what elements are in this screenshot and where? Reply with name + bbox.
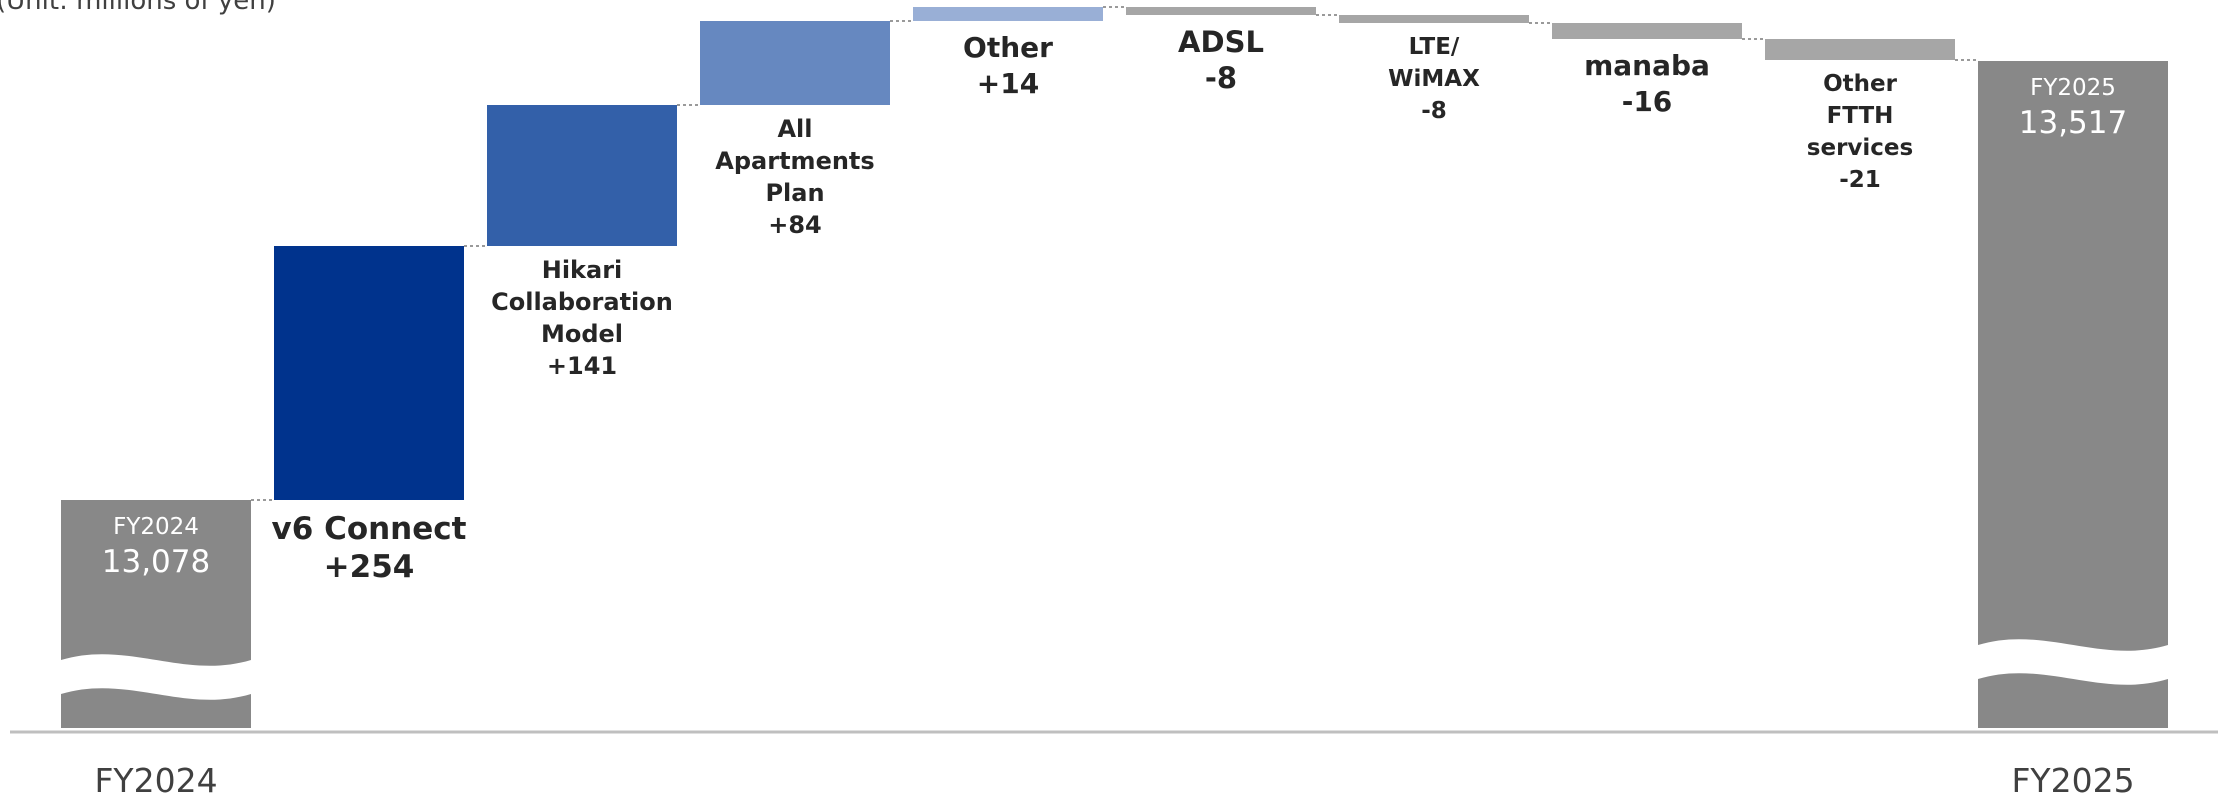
data-label: -8 [1421, 98, 1447, 124]
category-label: ADSL [1178, 25, 1264, 59]
data-label: -8 [1205, 61, 1237, 95]
end-total-bar [1978, 61, 2168, 728]
waterfall-bar [1765, 39, 1955, 60]
category-label: Plan [765, 179, 824, 207]
category-label: v6 Connect [272, 511, 467, 547]
category-label: FTTH [1827, 103, 1894, 129]
data-label: +84 [768, 211, 822, 239]
waterfall-bar [913, 7, 1103, 21]
category-label: Other [1823, 71, 1898, 97]
data-label: +254 [324, 549, 415, 585]
category-label: Apartments [715, 147, 874, 175]
category-label: Collaboration [491, 288, 673, 316]
waterfall-bar [487, 105, 677, 246]
total-value-label: 13,078 [102, 544, 210, 580]
total-value-label: 13,517 [2019, 105, 2127, 141]
data-label: +141 [547, 352, 617, 380]
waterfall-bar [274, 246, 464, 500]
axis-break-wave [61, 654, 251, 700]
category-label: Model [541, 320, 623, 348]
total-period-label: FY2024 [113, 514, 199, 540]
category-label: All [777, 115, 812, 143]
waterfall-bar [700, 21, 890, 105]
x-tick-label: FY2024 [94, 761, 217, 795]
category-label: LTE/ [1409, 34, 1460, 60]
total-period-label: FY2025 [2030, 75, 2116, 101]
category-label: Hikari [542, 256, 623, 284]
waterfall-bar [1126, 7, 1316, 15]
category-label: WiMAX [1388, 66, 1480, 92]
data-label: -21 [1839, 167, 1881, 193]
waterfall-bar [1552, 23, 1742, 39]
data-label: -16 [1622, 85, 1673, 118]
data-label: +14 [977, 67, 1039, 100]
unit-note: (Unit: millions of yen) [0, 0, 276, 16]
category-label: Other [963, 31, 1053, 64]
axis-break-wave [1978, 639, 2168, 685]
x-tick-label: FY2025 [2011, 761, 2134, 795]
category-label: services [1807, 135, 1913, 161]
waterfall-bar [1339, 15, 1529, 23]
category-label: manaba [1584, 49, 1710, 82]
